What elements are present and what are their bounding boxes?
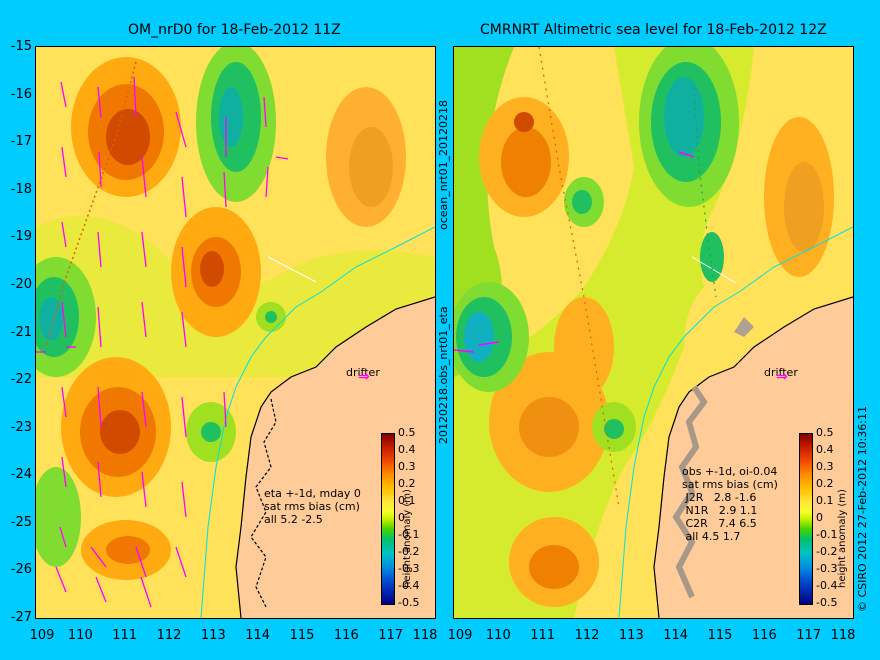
y-tick-label: -27 xyxy=(10,610,32,625)
colorbar-tick-label: 0.2 xyxy=(398,477,416,490)
x-tick-label: 112 xyxy=(156,628,182,643)
y-tick-label: -19 xyxy=(10,229,32,245)
x-tick-label: 112 xyxy=(574,628,600,643)
y-tick-label: -18 xyxy=(10,181,32,197)
y-tick-label: -23 xyxy=(10,419,32,435)
colorbar-tick-label: -0.4 xyxy=(816,579,838,592)
colorbar-tick-label: -0.1 xyxy=(398,528,420,541)
right-colorbar-label: height anomaly (m) xyxy=(837,489,848,588)
x-tick-label: 114 xyxy=(663,628,689,643)
colorbar-tick-label: 0 xyxy=(816,511,823,524)
y-tick-label: -26 xyxy=(10,562,32,578)
y-tick-label: -25 xyxy=(10,514,32,530)
left-colorbar xyxy=(381,433,395,605)
colorbar-tick-label: 0 xyxy=(398,511,405,524)
colorbar-tick-label: 0.3 xyxy=(398,460,416,473)
right-map-panel[interactable]: drifter ⇒ obs +-1d, oi-0.04 sat rms bias… xyxy=(453,46,854,619)
left-colorbar-label: height anomaly (m) xyxy=(402,489,413,588)
right-sea-level-field xyxy=(454,47,853,618)
colorbar-tick-label: 0.3 xyxy=(816,460,834,473)
colorbar-tick-label: 0.5 xyxy=(816,426,834,439)
x-tick-label: 111 xyxy=(112,628,138,643)
x-tick-label: 111 xyxy=(530,628,556,643)
colorbar-tick-label: -0.4 xyxy=(398,579,420,592)
y-tick-label: -22 xyxy=(10,372,32,388)
x-tick-label: 117 xyxy=(796,628,822,643)
colorbar-tick-label: -0.2 xyxy=(816,545,838,558)
y-tick-label: -17 xyxy=(10,134,32,150)
colorbar-tick-label: -0.1 xyxy=(816,528,838,541)
left-map-panel[interactable]: drifter ⇒ eta +-1d, mday 0 sat rms bias … xyxy=(35,46,436,619)
colorbar-tick-label: -0.3 xyxy=(398,562,420,575)
x-tick-label: 115 xyxy=(707,628,733,643)
colorbar-tick-label: -0.3 xyxy=(816,562,838,575)
right-velocity-vectors xyxy=(454,151,695,353)
left-drifter-label: drifter xyxy=(346,366,380,379)
x-tick-label: 110 xyxy=(67,628,93,643)
x-tick-label: 115 xyxy=(289,628,315,643)
y-tick-label: -24 xyxy=(10,467,32,483)
y-tick-label: -16 xyxy=(10,86,32,102)
x-tick-label: 118 xyxy=(412,628,438,643)
right-drifter-label: drifter xyxy=(764,366,798,379)
x-tick-label: 116 xyxy=(333,628,359,643)
right-side-label-top: ocean_nrt01_20120218 xyxy=(437,99,450,230)
x-tick-label: 118 xyxy=(830,628,856,643)
colorbar-tick-label: 0.1 xyxy=(816,494,834,507)
left-velocity-vectors xyxy=(36,76,289,608)
x-tick-label: 117 xyxy=(378,628,404,643)
left-drifter-arrow-icon: ⇒ xyxy=(358,369,370,385)
x-tick-label: 116 xyxy=(751,628,777,643)
x-tick-label: 109 xyxy=(447,628,473,643)
x-tick-label: 109 xyxy=(29,628,55,643)
x-tick-label: 114 xyxy=(245,628,271,643)
right-drifter-arrow-icon: ⇒ xyxy=(776,369,788,385)
colorbar-tick-label: 0.5 xyxy=(398,426,416,439)
y-tick-label: -21 xyxy=(10,324,32,340)
left-map-title: OM_nrD0 for 18-Feb-2012 11Z xyxy=(128,22,341,38)
colorbar-tick-label: 0.4 xyxy=(398,443,416,456)
y-tick-label: -20 xyxy=(10,276,32,292)
x-tick-label: 113 xyxy=(618,628,644,643)
x-tick-label: 110 xyxy=(485,628,511,643)
colorbar-tick-label: 0.4 xyxy=(816,443,834,456)
left-sea-level-field xyxy=(36,47,435,618)
right-map-title: CMRNRT Altimetric sea level for 18-Feb-2… xyxy=(480,22,827,38)
left-annotation: eta +-1d, mday 0 sat rms bias (cm) all 5… xyxy=(264,487,361,526)
colorbar-tick-label: -0.5 xyxy=(398,596,420,609)
y-tick-label: -15 xyxy=(10,39,32,54)
colorbar-tick-label: -0.5 xyxy=(816,596,838,609)
credit-text: © CSIRO 2012 27-Feb-2012 10:36:11 xyxy=(856,406,869,612)
colorbar-tick-label: -0.2 xyxy=(398,545,420,558)
right-colorbar xyxy=(799,433,813,605)
right-side-label-bottom: 20120218.obs_nrt01_eta xyxy=(437,306,450,444)
right-annotation: obs +-1d, oi-0.04 sat rms bias (cm) J2R … xyxy=(682,465,778,543)
x-tick-label: 113 xyxy=(200,628,226,643)
colorbar-tick-label: 0.2 xyxy=(816,477,834,490)
colorbar-tick-label: 0.1 xyxy=(398,494,416,507)
